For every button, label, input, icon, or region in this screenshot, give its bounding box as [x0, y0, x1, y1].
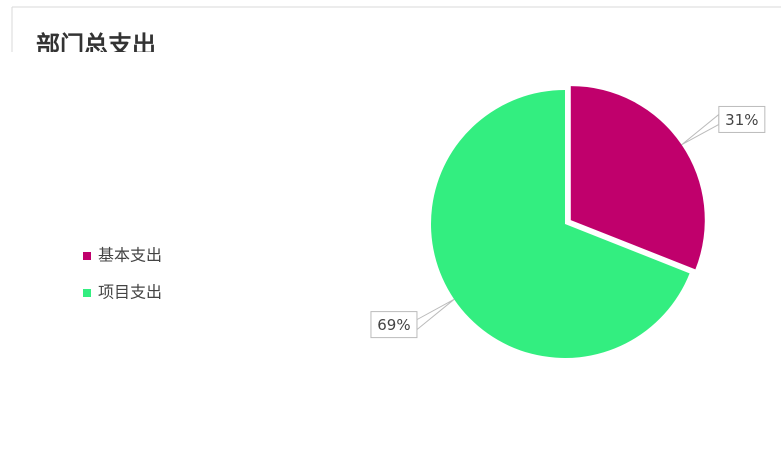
data-label: 69%: [377, 316, 410, 334]
legend-label: 项目支出: [98, 283, 162, 302]
label-box: [370, 311, 418, 339]
label-callout: [681, 113, 720, 146]
legend-label: 基本支出: [98, 246, 162, 265]
title-group: 部门总支出: [36, 31, 156, 59]
pie-slice: [570, 86, 705, 270]
data-label: 31%: [725, 111, 758, 129]
legend-swatch: [83, 252, 91, 260]
chart-title: 部门总支出: [36, 31, 156, 59]
legend-swatch: [83, 289, 91, 297]
label-callout: [416, 298, 455, 331]
label-box: [718, 105, 766, 133]
pie-slice: [430, 90, 690, 358]
